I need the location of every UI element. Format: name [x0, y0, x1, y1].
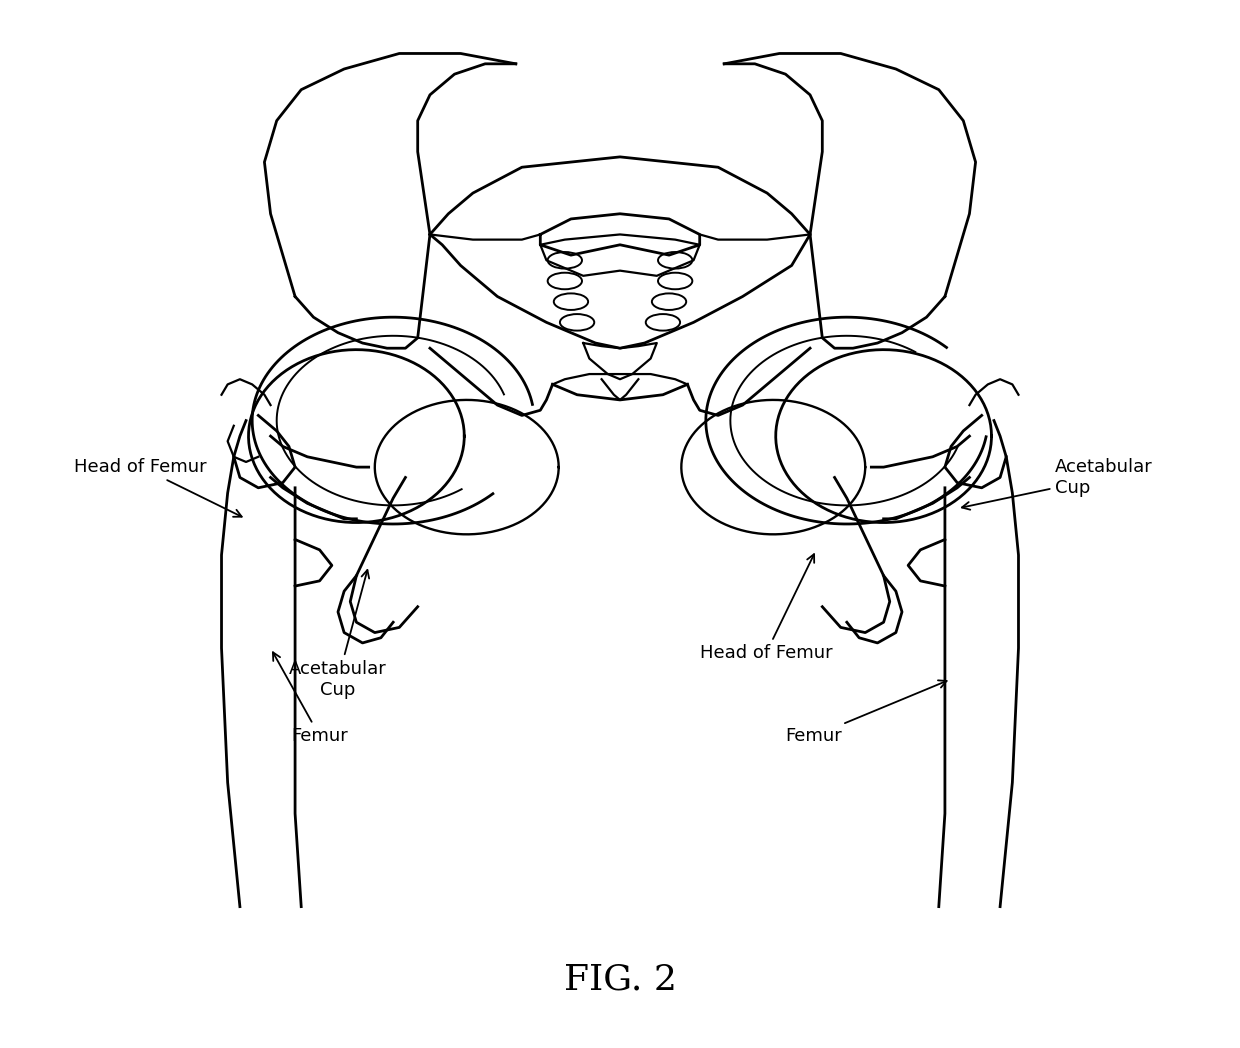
- Text: Femur: Femur: [273, 652, 348, 745]
- Text: Head of Femur: Head of Femur: [699, 554, 832, 662]
- Text: Head of Femur: Head of Femur: [74, 458, 242, 517]
- Text: Femur: Femur: [785, 680, 946, 745]
- Text: FIG. 2: FIG. 2: [563, 962, 677, 996]
- Text: Acetabular
Cup: Acetabular Cup: [962, 458, 1153, 509]
- Text: Acetabular
Cup: Acetabular Cup: [289, 570, 387, 699]
